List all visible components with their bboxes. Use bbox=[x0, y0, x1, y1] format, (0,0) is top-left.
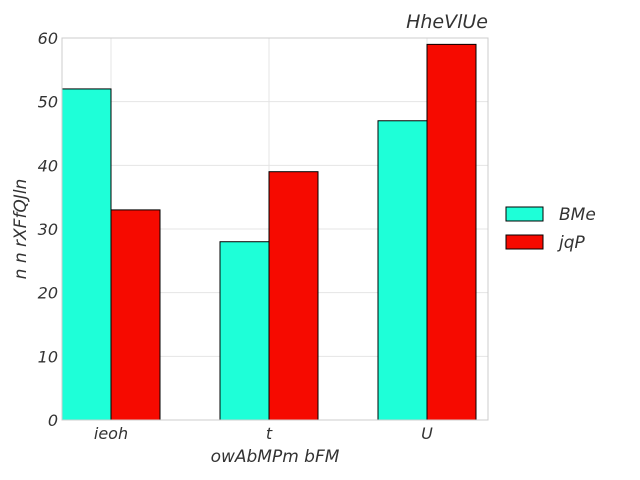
bar-jqP-U bbox=[426, 43, 477, 421]
bar-BMe-U bbox=[377, 120, 428, 421]
y-tick-label: 20 bbox=[38, 284, 58, 303]
x-axis-label: owAbMPm bFM bbox=[211, 447, 340, 467]
bar-BMe-ieoh bbox=[61, 88, 112, 421]
x-tick-labels: ieoh t U bbox=[94, 424, 433, 443]
y-tick-labels: 0 10 20 30 40 50 60 bbox=[38, 29, 58, 430]
legend-swatch-jqP bbox=[505, 234, 544, 250]
x-tick-label: ieoh bbox=[94, 424, 128, 443]
y-tick-label: 40 bbox=[38, 156, 58, 175]
bar-jqP-t bbox=[268, 171, 319, 421]
legend-label: jqP bbox=[557, 233, 586, 253]
legend-swatch-BMe bbox=[505, 206, 544, 222]
y-tick-label: 0 bbox=[48, 411, 58, 430]
chart-title: HheVlUe bbox=[406, 11, 488, 33]
y-axis-label: n n rXFfQJln bbox=[11, 179, 31, 280]
plot-frame bbox=[61, 37, 489, 421]
y-tick-label: 60 bbox=[38, 29, 58, 48]
x-tick-label: U bbox=[421, 424, 433, 443]
bars-group bbox=[61, 43, 477, 421]
x-tick-label: t bbox=[266, 424, 273, 443]
legend-label: BMe bbox=[559, 205, 596, 225]
legend: BMe jqP bbox=[505, 205, 596, 253]
bar-BMe-t bbox=[219, 241, 270, 421]
y-tick-label: 50 bbox=[38, 93, 58, 112]
y-tick-label: 10 bbox=[38, 347, 58, 366]
bar-jqP-ieoh bbox=[110, 209, 161, 421]
y-tick-label: 30 bbox=[38, 220, 58, 239]
